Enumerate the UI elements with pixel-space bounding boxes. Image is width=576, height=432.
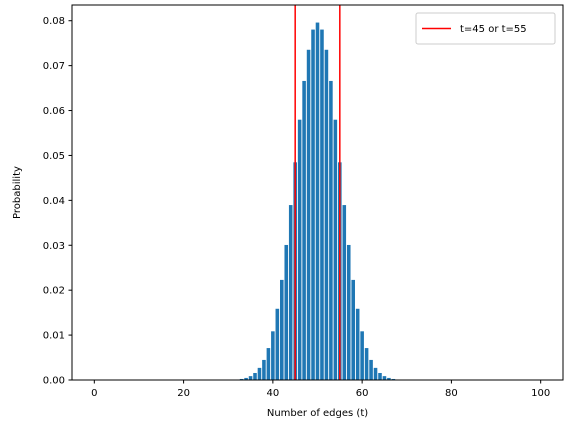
bar-t-36 <box>253 372 257 380</box>
plot-frame <box>71 4 564 381</box>
bar-t-53 <box>329 80 333 380</box>
bar-t-35 <box>248 376 253 380</box>
bar-t-40 <box>271 331 275 380</box>
bar-t-42 <box>280 279 284 380</box>
bar-t-48 <box>306 49 311 380</box>
bar-t-52 <box>324 49 329 380</box>
bar-t-58 <box>351 279 355 380</box>
bar-t-49 <box>311 29 315 380</box>
y-tick-label: 0.04 <box>43 196 65 207</box>
bar-t-64 <box>378 372 382 380</box>
bar-t-51 <box>320 29 324 380</box>
bar-t-39 <box>266 348 271 380</box>
bar-t-44 <box>288 205 293 380</box>
bar-t-61 <box>364 348 369 380</box>
bar-t-43 <box>284 244 289 380</box>
y-tick-label: 0.03 <box>43 241 65 252</box>
bar-t-67 <box>391 378 396 380</box>
y-axis-label: Probability <box>12 166 23 219</box>
y-tick-label: 0.05 <box>43 151 65 162</box>
y-tick-label: 0.07 <box>43 61 65 72</box>
x-tick-label: 100 <box>531 388 550 399</box>
bar-t-56 <box>342 205 347 380</box>
bar-t-38 <box>262 359 266 380</box>
y-tick-label: 0.06 <box>43 106 65 117</box>
bar-t-54 <box>333 119 338 380</box>
y-tick-label: 0.00 <box>43 376 65 387</box>
bar-t-57 <box>346 244 351 380</box>
bar-t-33 <box>239 378 244 380</box>
x-tick-label: 60 <box>356 388 369 399</box>
legend-box <box>415 12 556 45</box>
y-tick-label: 0.02 <box>43 286 65 297</box>
bar-t-62 <box>369 359 373 380</box>
y-tick-label: 0.01 <box>43 331 65 342</box>
y-ticks: 0.00 0.01 0.02 0.03 0.04 0.05 0.06 0.07 0.08 <box>43 16 72 387</box>
bar-t-63 <box>373 367 378 380</box>
bar-t-34 <box>244 377 248 380</box>
legend-label: t=45 or t=55 <box>460 24 527 35</box>
x-tick-label: 40 <box>266 388 279 399</box>
bar-t-47 <box>302 80 306 380</box>
x-ticks: 0 20 40 60 80 100 <box>91 380 550 399</box>
bars-group <box>226 22 409 381</box>
bar-t-37 <box>257 367 262 380</box>
bar-t-59 <box>355 308 360 380</box>
bar-t-66 <box>387 377 391 380</box>
legend: t=45 or t=55 <box>415 12 556 45</box>
bar-t-41 <box>275 308 280 380</box>
bar-t-46 <box>297 119 302 380</box>
x-tick-label: 80 <box>445 388 458 399</box>
bar-t-60 <box>360 331 364 380</box>
vlines-group <box>294 5 341 380</box>
x-axis-label: Number of edges (t) <box>267 408 368 419</box>
bar-t-65 <box>382 376 387 380</box>
x-tick-label: 20 <box>177 388 190 399</box>
x-tick-label: 0 <box>91 388 97 399</box>
y-tick-label: 0.08 <box>43 16 65 27</box>
bar-t-50 <box>315 22 320 381</box>
